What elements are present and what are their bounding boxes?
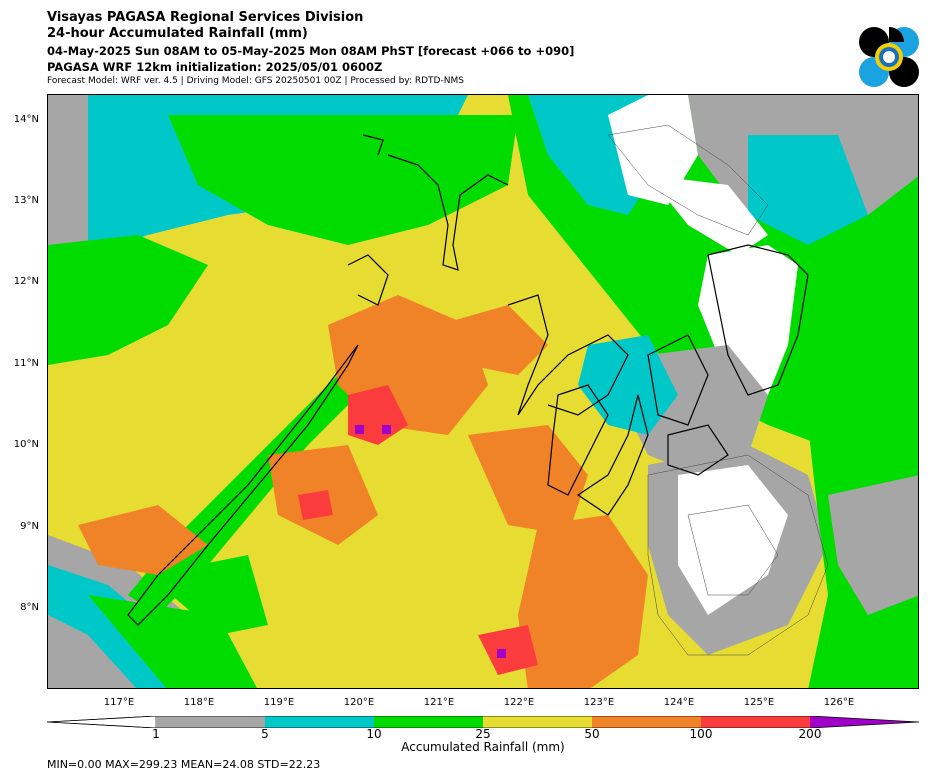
colorbar-tick: 100	[689, 727, 713, 741]
title-valid-period: 04-May-2025 Sun 08AM to 05-May-2025 Mon …	[47, 44, 575, 58]
lon-label: 124°E	[663, 697, 695, 708]
colorbar-segment	[156, 716, 265, 728]
colorbar-tick: 50	[584, 727, 600, 741]
lon-label: 118°E	[183, 697, 215, 708]
rainfall-map	[47, 94, 919, 689]
lon-label: 119°E	[263, 697, 295, 708]
lon-label: 123°E	[583, 697, 615, 708]
lat-label: 8°N	[20, 602, 39, 613]
colorbar-tick: 5	[261, 727, 269, 741]
colorbar-segment	[374, 716, 483, 728]
lat-label: 13°N	[13, 195, 39, 206]
statistics: MIN=0.00 MAX=299.23 MEAN=24.08 STD=22.23	[47, 758, 321, 771]
lon-label: 122°E	[503, 697, 535, 708]
title-product: 24-hour Accumulated Rainfall (mm)	[47, 26, 308, 41]
lat-label: 11°N	[13, 358, 39, 369]
title-initialization: PAGASA WRF 12km initialization: 2025/05/…	[47, 60, 383, 74]
colorbar-segment	[265, 716, 374, 728]
lon-label: 117°E	[103, 697, 135, 708]
colorbar-segment	[592, 716, 701, 728]
colorbar-label: Accumulated Rainfall (mm)	[401, 740, 565, 754]
colorbar-tick: 200	[798, 727, 822, 741]
model-info: Forecast Model: WRF ver. 4.5 | Driving M…	[47, 76, 464, 86]
lat-label: 9°N	[20, 521, 39, 532]
lat-label: 12°N	[13, 276, 39, 287]
colorbar-tick: 25	[475, 727, 491, 741]
pagasa-logo-icon	[859, 27, 919, 87]
lat-label: 14°N	[13, 114, 39, 125]
colorbar-tick: 10	[366, 727, 382, 741]
colorbar-segment	[701, 716, 810, 728]
lon-label: 121°E	[423, 697, 455, 708]
lon-label: 125°E	[743, 697, 775, 708]
colorbar-segment	[47, 716, 157, 728]
colorbar-segment	[483, 716, 592, 728]
title-region: Visayas PAGASA Regional Services Divisio…	[47, 10, 364, 25]
lon-label: 120°E	[343, 697, 375, 708]
lon-label: 126°E	[823, 697, 855, 708]
colorbar-tick: 1	[152, 727, 160, 741]
colorbar	[47, 716, 919, 728]
colorbar-segment	[810, 716, 919, 728]
rainfall-field	[48, 95, 918, 688]
lat-label: 10°N	[13, 439, 39, 450]
